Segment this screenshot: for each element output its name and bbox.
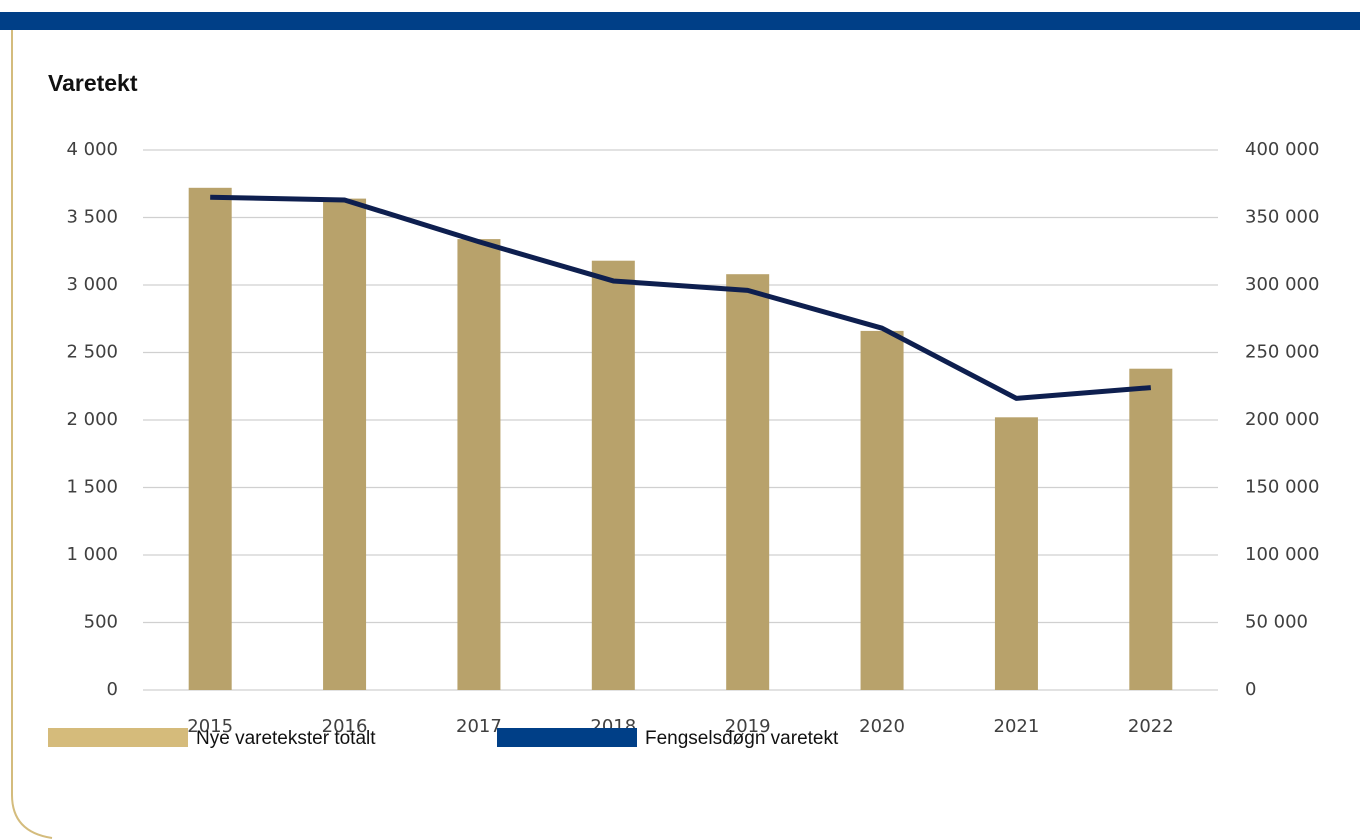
y-tick-label: 2 500 <box>66 342 118 363</box>
bar <box>188 187 232 691</box>
y2-tick-label: 0 <box>1245 679 1256 700</box>
frame-border <box>11 30 53 839</box>
bar <box>994 417 1038 690</box>
line <box>210 194 1152 401</box>
y-tick-label: 0 <box>107 679 118 700</box>
y-tick-label: 4 000 <box>66 139 118 160</box>
x-tick-label: 2022 <box>1128 716 1174 737</box>
x-tick-label: 2019 <box>725 716 771 737</box>
y2-tick-label: 300 000 <box>1245 274 1319 295</box>
x-tick-label: 2015 <box>187 716 233 737</box>
bar <box>860 330 904 690</box>
y-tick-label: 1 500 <box>66 477 118 498</box>
y2-tick-label: 150 000 <box>1245 477 1319 498</box>
bar <box>726 274 770 690</box>
bar <box>1129 368 1173 690</box>
y2-tick-label: 50 000 <box>1245 612 1308 633</box>
legend-swatch <box>48 728 188 747</box>
y-tick-label: 500 <box>84 612 118 633</box>
chart-title: Varetekt <box>48 70 138 96</box>
legend-label: Fengselsdøgn varetekt <box>645 728 839 749</box>
y-tick-label: 3 000 <box>66 274 118 295</box>
bar <box>457 239 501 690</box>
y2-tick-label: 100 000 <box>1245 544 1319 565</box>
y-tick-label: 1 000 <box>66 544 118 565</box>
x-tick-label: 2016 <box>322 716 368 737</box>
y-tick-label: 3 500 <box>66 207 118 228</box>
y2-tick-label: 400 000 <box>1245 139 1319 160</box>
top-band <box>0 12 1360 30</box>
y-tick-label: 2 000 <box>66 409 118 430</box>
y2-tick-label: 350 000 <box>1245 207 1319 228</box>
x-tick-label: 2020 <box>859 716 905 737</box>
x-tick-label: 2021 <box>994 716 1040 737</box>
legend-swatch <box>497 728 637 747</box>
legend-label: Nye varetekster totalt <box>196 728 376 749</box>
y2-tick-label: 250 000 <box>1245 342 1319 363</box>
bar <box>591 260 635 690</box>
bar <box>323 198 367 690</box>
y2-tick-label: 200 000 <box>1245 409 1319 430</box>
x-tick-label: 2017 <box>456 716 502 737</box>
